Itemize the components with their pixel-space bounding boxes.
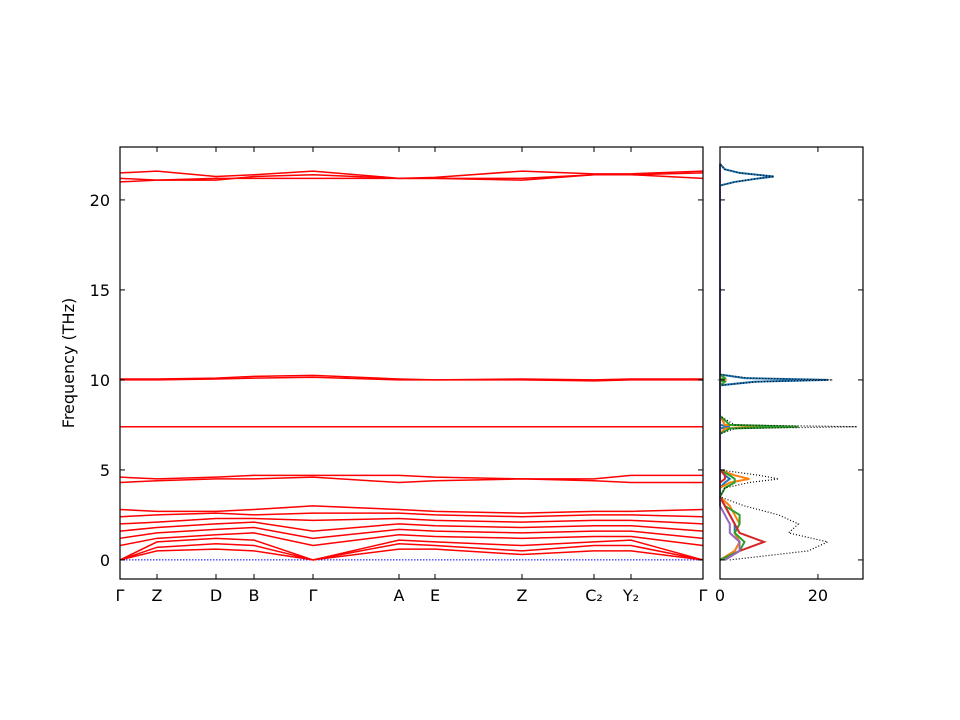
y-tick-label: 15: [90, 281, 110, 300]
band-line: [119, 517, 704, 525]
x-tick-label: Z: [517, 586, 528, 605]
axes-frame: [119, 146, 704, 580]
y-tick-label: 0: [100, 551, 110, 570]
y-tick-label: 10: [90, 371, 110, 390]
band-line: [119, 474, 703, 480]
y-axis-label: Frequency (THz): [59, 298, 78, 428]
x-tick-label: Γ: [309, 586, 318, 605]
band-line: [119, 532, 704, 547]
y-tick-label: 5: [100, 461, 110, 480]
band-line: [119, 542, 704, 561]
x-tick-label: Γ: [699, 586, 708, 605]
x-tick-label: B: [249, 586, 260, 605]
x-tick-label: Γ: [116, 586, 125, 605]
x-tick-label: A: [394, 586, 405, 605]
dos-line: [719, 163, 770, 561]
x-tick-label: E: [430, 586, 440, 605]
band-line: [119, 173, 704, 181]
band-line: [119, 521, 704, 532]
x-tick-label: Z: [152, 586, 163, 605]
band-line: [119, 505, 704, 514]
band-line: [120, 376, 703, 382]
band-line: [120, 374, 703, 381]
band-line: [119, 512, 704, 518]
x-tick-label: Y₂: [622, 586, 639, 605]
x-tick-label: 0: [715, 586, 725, 605]
x-tick-label: D: [210, 586, 222, 605]
axes-frame: [719, 146, 864, 580]
dos-line: [719, 163, 858, 561]
dos-line: [717, 163, 799, 561]
x-tick-label: C₂: [585, 586, 603, 605]
dos-line: [719, 163, 767, 561]
band-line: [119, 537, 704, 561]
band-line: [119, 476, 703, 484]
band-line: [119, 548, 704, 561]
x-tick-label: 20: [808, 586, 828, 605]
band-line: [119, 526, 704, 540]
y-tick-label: 20: [90, 191, 110, 210]
dos-line: [719, 163, 828, 561]
